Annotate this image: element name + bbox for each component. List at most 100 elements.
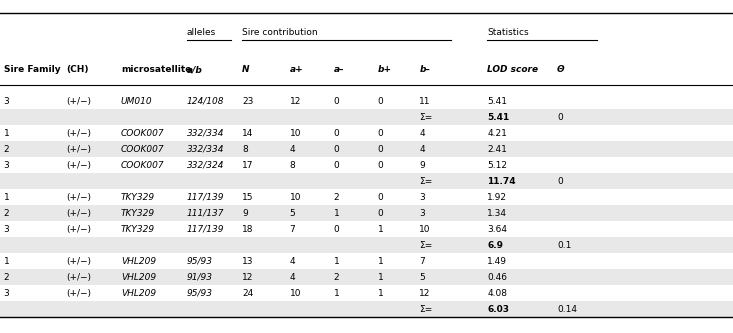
Text: a–: a– (334, 65, 344, 75)
Text: 2: 2 (4, 272, 10, 282)
Text: 1: 1 (377, 288, 383, 298)
Text: microsatellite: microsatellite (121, 65, 191, 75)
Text: 117/139: 117/139 (187, 192, 224, 202)
Text: 1.92: 1.92 (487, 192, 507, 202)
Text: 17: 17 (242, 161, 254, 170)
Text: 0: 0 (334, 145, 339, 154)
Text: (+/−): (+/−) (66, 208, 91, 218)
Text: 18: 18 (242, 224, 254, 234)
Text: TKY329: TKY329 (121, 208, 155, 218)
Text: 5: 5 (419, 272, 425, 282)
Text: 0: 0 (557, 113, 563, 122)
Text: 9: 9 (242, 208, 248, 218)
Text: 1: 1 (334, 288, 339, 298)
Text: TKY329: TKY329 (121, 192, 155, 202)
Text: (+/−): (+/−) (66, 97, 91, 106)
Text: (+/−): (+/−) (66, 161, 91, 170)
Text: 1.34: 1.34 (487, 208, 507, 218)
Text: 3: 3 (4, 161, 10, 170)
Text: 1: 1 (334, 208, 339, 218)
Text: 0: 0 (377, 208, 383, 218)
Text: a/b: a/b (187, 65, 203, 75)
Text: 12: 12 (290, 97, 301, 106)
Text: 0.1: 0.1 (557, 240, 572, 250)
Text: b+: b+ (377, 65, 391, 75)
Text: 4: 4 (419, 129, 425, 138)
Bar (0, 141, 733, 157)
Text: a+: a+ (290, 65, 303, 75)
Text: 2: 2 (4, 208, 10, 218)
Text: VHL209: VHL209 (121, 272, 156, 282)
Text: 14: 14 (242, 129, 254, 138)
Text: Σ=: Σ= (419, 240, 432, 250)
Text: 332/324: 332/324 (187, 161, 224, 170)
Text: 0: 0 (334, 97, 339, 106)
Text: 4: 4 (290, 272, 295, 282)
Text: 0: 0 (334, 161, 339, 170)
Text: 2: 2 (334, 192, 339, 202)
Text: (+/−): (+/−) (66, 145, 91, 154)
Text: 13: 13 (242, 256, 254, 266)
Text: VHL209: VHL209 (121, 256, 156, 266)
Text: 5.12: 5.12 (487, 161, 507, 170)
Text: 0: 0 (557, 176, 563, 186)
Text: (+/−): (+/−) (66, 224, 91, 234)
Text: (+/−): (+/−) (66, 192, 91, 202)
Text: TKY329: TKY329 (121, 224, 155, 234)
Text: 7: 7 (419, 256, 425, 266)
Text: 4: 4 (419, 145, 425, 154)
Text: (+/−): (+/−) (66, 288, 91, 298)
Text: (+/−): (+/−) (66, 129, 91, 138)
Text: (CH): (CH) (66, 65, 89, 75)
Text: 0: 0 (334, 224, 339, 234)
Text: 1: 1 (334, 256, 339, 266)
Bar (0, 109, 733, 125)
Bar (0, 301, 733, 317)
Text: b–: b– (419, 65, 430, 75)
Text: N: N (242, 65, 249, 75)
Text: 0: 0 (377, 192, 383, 202)
Text: 3.64: 3.64 (487, 224, 507, 234)
Text: 0: 0 (377, 97, 383, 106)
Text: 1: 1 (4, 192, 10, 202)
Text: 15: 15 (242, 192, 254, 202)
Text: 5.41: 5.41 (487, 113, 509, 122)
Bar (0, 237, 733, 253)
Text: Θ: Θ (557, 65, 564, 75)
Text: 10: 10 (290, 192, 301, 202)
Text: 4.21: 4.21 (487, 129, 507, 138)
Text: 0.46: 0.46 (487, 272, 507, 282)
Text: 3: 3 (419, 192, 425, 202)
Text: 124/108: 124/108 (187, 97, 224, 106)
Text: Statistics: Statistics (487, 28, 529, 37)
Text: 3: 3 (4, 288, 10, 298)
Text: 24: 24 (242, 288, 253, 298)
Text: 10: 10 (419, 224, 431, 234)
Text: 9: 9 (419, 161, 425, 170)
Text: LOD score: LOD score (487, 65, 539, 75)
Text: 1: 1 (4, 256, 10, 266)
Text: 111/137: 111/137 (187, 208, 224, 218)
Text: 2: 2 (4, 145, 10, 154)
Text: 10: 10 (290, 129, 301, 138)
Text: COOK007: COOK007 (121, 145, 165, 154)
Text: 95/93: 95/93 (187, 288, 213, 298)
Text: 1: 1 (377, 256, 383, 266)
Text: 4.08: 4.08 (487, 288, 507, 298)
Text: 117/139: 117/139 (187, 224, 224, 234)
Text: 12: 12 (419, 288, 431, 298)
Text: (+/−): (+/−) (66, 272, 91, 282)
Text: Sire contribution: Sire contribution (242, 28, 317, 37)
Text: 1: 1 (377, 272, 383, 282)
Text: 6.9: 6.9 (487, 240, 504, 250)
Text: 8: 8 (242, 145, 248, 154)
Bar (0, 269, 733, 285)
Text: 3: 3 (4, 224, 10, 234)
Text: 5.41: 5.41 (487, 97, 507, 106)
Text: 1: 1 (377, 224, 383, 234)
Text: 332/334: 332/334 (187, 129, 224, 138)
Text: 5: 5 (290, 208, 295, 218)
Text: 0: 0 (334, 129, 339, 138)
Text: VHL209: VHL209 (121, 288, 156, 298)
Text: 12: 12 (242, 272, 254, 282)
